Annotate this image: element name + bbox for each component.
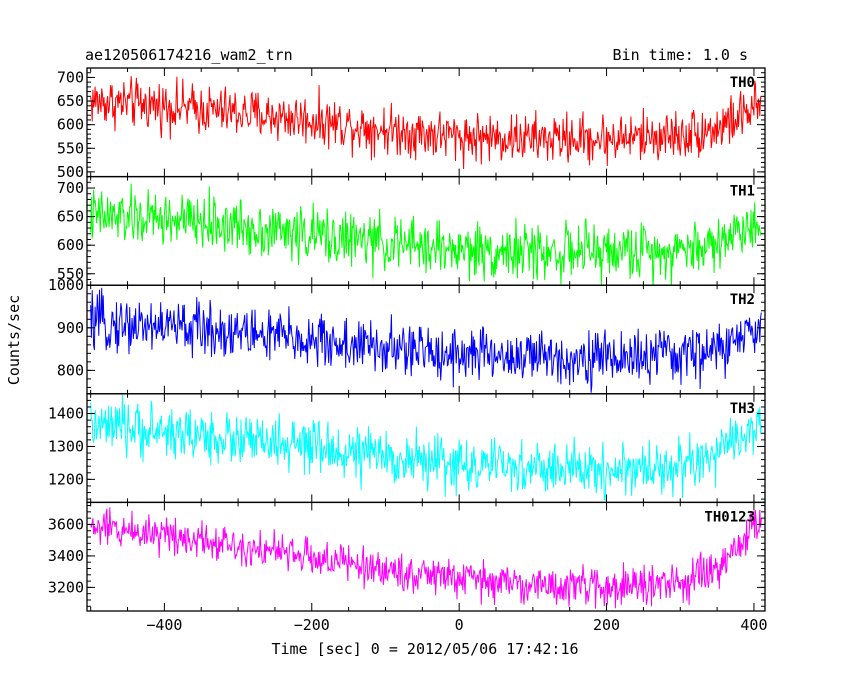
y-tick-label-th0123: 3200 (48, 578, 84, 596)
series-line-th0123 (90, 507, 762, 609)
x-tick-label: 400 (740, 616, 767, 634)
y-tick-label-th0123: 3600 (48, 515, 84, 533)
y-tick-label-th3: 1300 (48, 437, 84, 455)
y-tick-label-th1: 550 (57, 265, 84, 283)
panel-label-th3: TH3 (730, 401, 755, 417)
series-line-th1 (90, 183, 762, 286)
series-line-th0 (90, 76, 762, 170)
y-tick-label-th1: 600 (57, 236, 84, 254)
chart-title: ae120506174216_wam2_trn (85, 46, 293, 64)
x-axis: −400 −200 0 200 400 (146, 616, 767, 634)
panel-frame-th0 (86, 67, 766, 178)
y-tick-label-th2: 800 (57, 361, 84, 379)
panel-frame-th0123 (86, 501, 766, 612)
panel-frame-th3 (86, 393, 766, 504)
x-tick-label: 200 (593, 616, 620, 634)
panels-group: 500 550 600 650 700 TH0 550 600 650 700 TH1 800 900 1… (48, 67, 766, 612)
series-line-th2 (90, 287, 762, 393)
y-tick-label-th0: 500 (57, 163, 84, 181)
y-tick-label-th3: 1400 (48, 405, 84, 423)
y-tick-label-th2: 1000 (48, 276, 84, 294)
panel-label-th2: TH2 (730, 292, 755, 308)
x-tick-label: 0 (455, 616, 464, 634)
x-axis-label: Time [sec] 0 = 2012/05/06 17:42:16 (271, 640, 578, 658)
y-axis-label: Counts/sec (5, 295, 23, 385)
y-tick-label-th0123: 3400 (48, 547, 84, 565)
panel-label-th0123: TH0123 (704, 509, 755, 525)
bin-time-label: Bin time: 1.0 s (613, 46, 748, 64)
y-tick-label-th3: 1200 (48, 470, 84, 488)
x-tick-label: −400 (146, 616, 182, 634)
y-tick-label-th2: 900 (57, 319, 84, 337)
series-line-th3 (90, 393, 762, 502)
y-tick-label-th0: 600 (57, 116, 84, 134)
y-tick-label-th1: 700 (57, 179, 84, 197)
y-tick-label-th0: 700 (57, 68, 84, 86)
panel-label-th1: TH1 (730, 184, 755, 200)
panel-label-th0: TH0 (730, 75, 755, 91)
y-tick-label-th0: 650 (57, 92, 84, 110)
y-tick-label-th0: 550 (57, 139, 84, 157)
x-tick-label: −200 (294, 616, 330, 634)
y-tick-label-th1: 650 (57, 208, 84, 226)
